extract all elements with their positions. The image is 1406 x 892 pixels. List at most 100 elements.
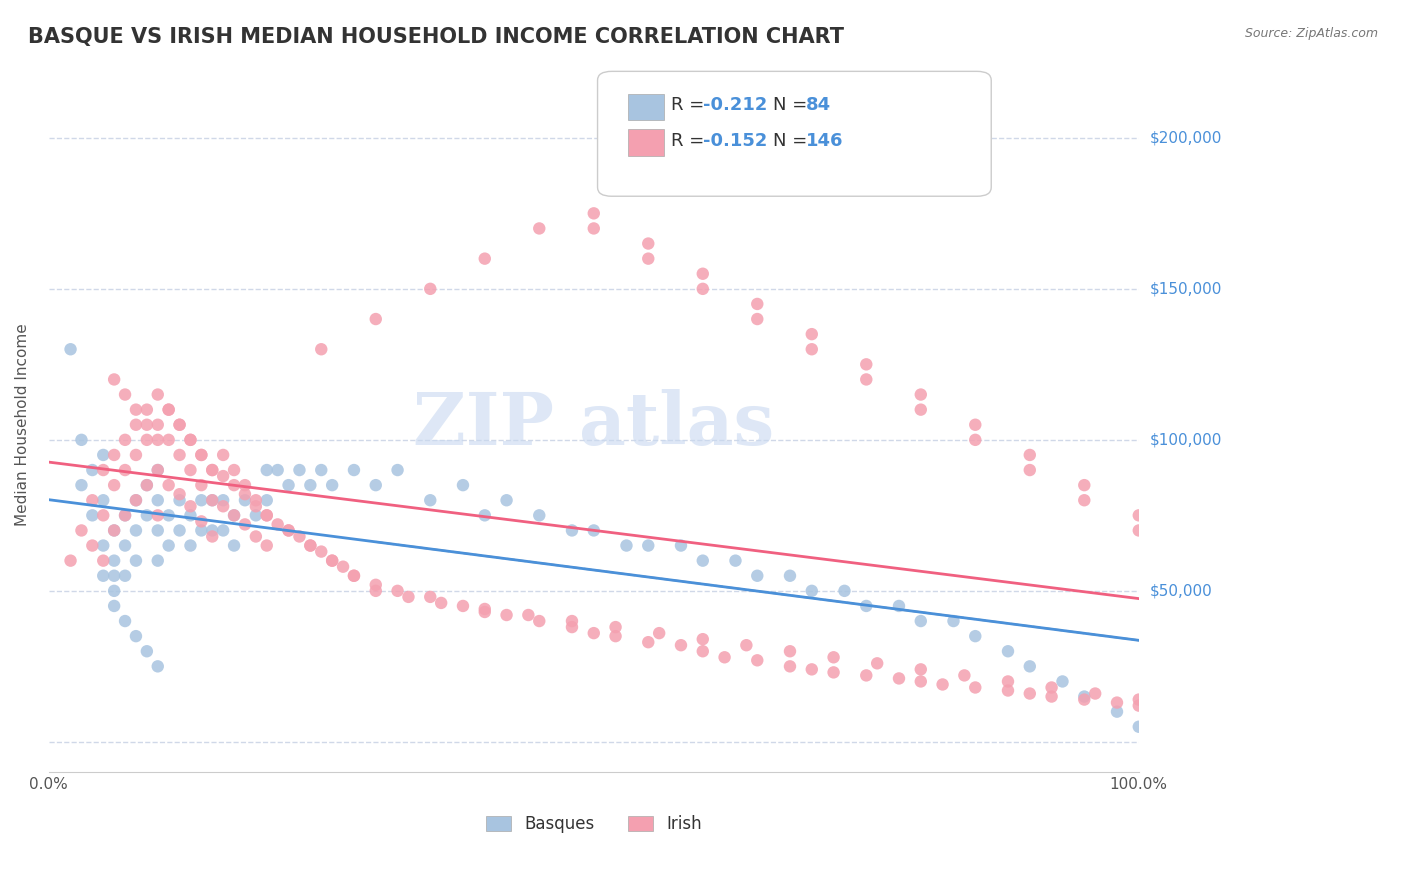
Point <box>1052 674 1074 689</box>
Point <box>692 632 714 647</box>
Text: N =: N = <box>773 132 813 150</box>
Point <box>103 599 125 613</box>
Text: -0.212: -0.212 <box>703 96 768 114</box>
Point <box>1040 681 1063 695</box>
Point <box>800 327 823 342</box>
Point <box>321 554 343 568</box>
Point <box>169 524 191 538</box>
Point <box>256 539 278 553</box>
Point <box>169 448 191 462</box>
Point <box>179 539 201 553</box>
Point <box>103 478 125 492</box>
Point <box>637 635 659 649</box>
Point <box>135 478 157 492</box>
Point <box>1128 692 1150 706</box>
Point <box>288 529 311 543</box>
Point <box>387 463 409 477</box>
Point <box>1073 690 1095 704</box>
Point <box>1128 508 1150 523</box>
Point <box>1040 690 1063 704</box>
Point <box>179 433 201 447</box>
Point <box>222 508 245 523</box>
Point <box>692 282 714 296</box>
Point <box>70 433 93 447</box>
Point <box>779 644 801 658</box>
Point <box>103 568 125 582</box>
Point <box>114 463 136 477</box>
Point <box>800 583 823 598</box>
Point <box>495 493 517 508</box>
Point <box>387 583 409 598</box>
Point <box>103 583 125 598</box>
Point <box>82 508 104 523</box>
Text: $50,000: $50,000 <box>1150 583 1212 599</box>
Point <box>114 568 136 582</box>
Point <box>212 500 235 514</box>
Point <box>953 668 976 682</box>
Point <box>724 554 747 568</box>
Point <box>201 524 224 538</box>
Point <box>605 620 627 634</box>
Point <box>343 463 366 477</box>
Point <box>125 417 148 432</box>
Point <box>997 674 1019 689</box>
Point <box>1128 698 1150 713</box>
Point <box>146 433 169 447</box>
Text: $150,000: $150,000 <box>1150 281 1222 296</box>
Point <box>910 662 932 676</box>
Point <box>451 478 474 492</box>
Point <box>299 539 322 553</box>
Point <box>430 596 453 610</box>
Point <box>103 448 125 462</box>
Point <box>212 469 235 483</box>
Text: N =: N = <box>773 96 813 114</box>
Point <box>245 508 267 523</box>
Point <box>212 493 235 508</box>
Point <box>266 463 288 477</box>
Point <box>474 252 496 266</box>
Y-axis label: Median Household Income: Median Household Income <box>15 324 30 526</box>
Point <box>256 508 278 523</box>
Point <box>82 493 104 508</box>
Point <box>855 599 877 613</box>
Point <box>103 524 125 538</box>
Point <box>747 568 769 582</box>
Point <box>114 387 136 401</box>
Point <box>309 343 332 357</box>
Point <box>157 402 180 417</box>
Point <box>91 463 114 477</box>
Point <box>1018 659 1040 673</box>
Point <box>245 529 267 543</box>
Point <box>233 478 256 492</box>
Point <box>343 568 366 582</box>
Point <box>146 508 169 523</box>
Point <box>747 297 769 311</box>
Point <box>561 620 583 634</box>
Point <box>169 493 191 508</box>
Text: 146: 146 <box>806 132 844 150</box>
Point <box>157 539 180 553</box>
Point <box>637 236 659 251</box>
Point <box>135 508 157 523</box>
Point <box>114 508 136 523</box>
Text: $100,000: $100,000 <box>1150 433 1222 448</box>
Point <box>669 539 692 553</box>
Point <box>59 554 82 568</box>
Text: Source: ZipAtlas.com: Source: ZipAtlas.com <box>1244 27 1378 40</box>
Point <box>692 554 714 568</box>
Point <box>222 478 245 492</box>
Point <box>288 463 311 477</box>
Point <box>364 478 387 492</box>
Point <box>997 644 1019 658</box>
Point <box>245 493 267 508</box>
Point <box>201 493 224 508</box>
Point <box>299 478 322 492</box>
Point <box>91 539 114 553</box>
Point <box>616 539 638 553</box>
Point <box>135 417 157 432</box>
Point <box>834 583 856 598</box>
Point <box>190 448 212 462</box>
Point <box>157 402 180 417</box>
Point <box>233 517 256 532</box>
Point <box>529 614 551 628</box>
